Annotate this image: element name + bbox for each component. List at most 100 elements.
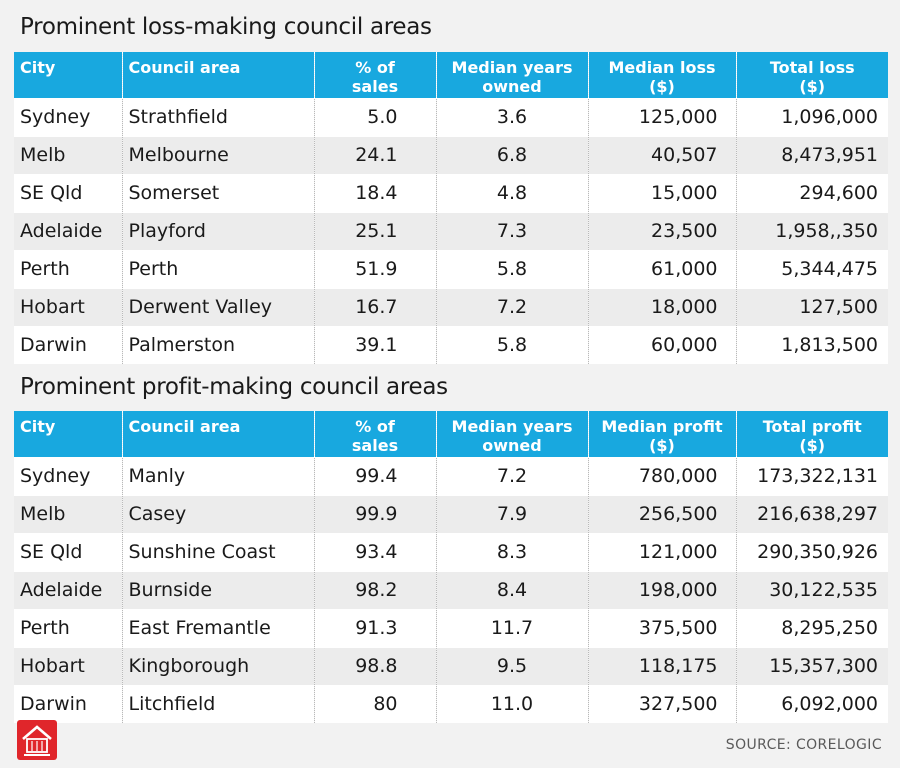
loss-cell-median-value: 125,000	[587, 98, 736, 136]
profit-cell-median-value: 121,000	[587, 533, 736, 571]
profit-cell-total-value: 173,322,131	[735, 457, 888, 495]
loss-cell-median-value: 15,000	[587, 174, 736, 212]
loss-cell-city: Perth	[20, 258, 70, 280]
loss-cell-median-value: 18,000	[587, 288, 736, 326]
loss-cell-median-value: 23,500	[587, 212, 736, 250]
loss-cell-median-years-owned: 3.6	[435, 98, 588, 136]
table-row: SE Qld Sunshine Coast 93.4 8.3 121,000 290,35…	[14, 533, 888, 571]
header-label-line2: ($)	[799, 77, 826, 96]
loss-cell-city: SE Qld	[20, 182, 83, 204]
profit-cell-median-value: 780,000	[587, 457, 736, 495]
header-label-line1: Median loss	[608, 58, 716, 77]
table-row: SE Qld Somerset 18.4 4.8 15,000 294,600	[14, 174, 888, 212]
loss-cell-city: Sydney	[20, 106, 91, 128]
header-label-line2: ($)	[799, 436, 826, 455]
table-row: Perth East Fremantle 91.3 11.7 375,500 8,295,…	[14, 609, 888, 647]
profit-cell-city: Hobart	[20, 655, 85, 677]
profit-cell-council-area: Burnside	[121, 571, 314, 609]
profit-cell-pct-of-sales: 80	[313, 685, 436, 723]
loss-cell-median-years-owned: 7.2	[435, 288, 588, 326]
profit-table-header: City Council area% of sales Median years own…	[14, 411, 888, 457]
header-label-line1: City	[20, 58, 56, 77]
loss-cell-total-value: 1,958,,350	[735, 212, 888, 250]
loss-cell-total-value: 5,344,475	[735, 250, 888, 288]
house-logo-icon	[17, 720, 57, 760]
profit-cell-total-value: 30,122,535	[735, 571, 888, 609]
profit-cell-median-years-owned: 8.3	[435, 533, 588, 571]
profit-cell-city: Sydney	[20, 465, 91, 487]
header-label-line2: owned	[482, 77, 542, 96]
profit-cell-council-area: Casey	[121, 495, 314, 533]
profit-cell-median-years-owned: 11.7	[435, 609, 588, 647]
loss-header-city: City	[14, 52, 122, 98]
table-row: Melb Melbourne 24.1 6.8 40,507 8,473,951	[14, 136, 888, 174]
profit-header-pct-of-sales: % of sales	[313, 411, 436, 457]
profit-cell-total-value: 8,295,250	[735, 609, 888, 647]
profit-cell-council-area: Sunshine Coast	[121, 533, 314, 571]
profit-cell-council-area: Kingborough	[121, 647, 314, 685]
loss-cell-council-area: Palmerston	[121, 326, 314, 364]
profit-header-row: City Council area% of sales Median years own…	[14, 411, 888, 457]
header-label-line1: Council area	[128, 417, 241, 436]
profit-cell-pct-of-sales: 93.4	[313, 533, 436, 571]
profit-cell-median-value: 375,500	[587, 609, 736, 647]
profit-cell-total-value: 290,350,926	[735, 533, 888, 571]
profit-cell-council-area: Manly	[121, 457, 314, 495]
loss-header-median-years-owned: Median years owned	[435, 52, 588, 98]
source-credit: SOURCE: CORELOGIC	[725, 737, 882, 753]
loss-cell-total-value: 8,473,951	[735, 136, 888, 174]
loss-cell-council-area: Perth	[121, 250, 314, 288]
profit-cell-median-years-owned: 11.0	[435, 685, 588, 723]
loss-table-body: Sydney Strathfield 5.0 3.6 125,000 1,096,000 M…	[14, 98, 888, 364]
header-label-line1: Total loss	[769, 58, 855, 77]
profit-cell-median-value: 256,500	[587, 495, 736, 533]
loss-cell-city: Hobart	[20, 296, 85, 318]
loss-cell-pct-of-sales: 16.7	[313, 288, 436, 326]
profit-cell-city: SE Qld	[20, 541, 83, 563]
profit-cell-pct-of-sales: 99.4	[313, 457, 436, 495]
loss-cell-median-years-owned: 6.8	[435, 136, 588, 174]
table-row: Darwin Litchfield 80 11.0 327,500 6,092,000	[14, 685, 888, 723]
header-label-line1: % of	[355, 58, 395, 77]
loss-cell-total-value: 1,096,000	[735, 98, 888, 136]
profit-cell-pct-of-sales: 99.9	[313, 495, 436, 533]
loss-table: City Council area% of sales Median years own…	[14, 52, 888, 364]
profit-cell-median-value: 118,175	[587, 647, 736, 685]
loss-cell-pct-of-sales: 39.1	[313, 326, 436, 364]
table-row: Hobart Derwent Valley 16.7 7.2 18,000 127,500	[14, 288, 888, 326]
loss-cell-median-years-owned: 4.8	[435, 174, 588, 212]
loss-cell-median-years-owned: 5.8	[435, 326, 588, 364]
profit-cell-median-years-owned: 9.5	[435, 647, 588, 685]
profit-table-body: Sydney Manly 99.4 7.2 780,000 173,322,131 Melb…	[14, 457, 888, 723]
table-row: Perth Perth 51.9 5.8 61,000 5,344,475	[14, 250, 888, 288]
loss-cell-pct-of-sales: 51.9	[313, 250, 436, 288]
table-row: Melb Casey 99.9 7.9 256,500 216,638,297	[14, 495, 888, 533]
loss-table-title: Prominent loss-making council areas	[20, 14, 432, 40]
loss-cell-pct-of-sales: 25.1	[313, 212, 436, 250]
profit-cell-median-value: 198,000	[587, 571, 736, 609]
profit-cell-city: Perth	[20, 617, 70, 639]
profit-cell-pct-of-sales: 91.3	[313, 609, 436, 647]
profit-header-total-value: Total profit ($)	[735, 411, 888, 457]
table-row: Darwin Palmerston 39.1 5.8 60,000 1,813,500	[14, 326, 888, 364]
header-label-line1: Median years	[451, 417, 573, 436]
loss-header-median-value: Median loss ($)	[587, 52, 736, 98]
header-label-line2: ($)	[649, 77, 675, 96]
profit-header-median-value: Median profit ($)	[587, 411, 736, 457]
header-label-line1: Council area	[128, 58, 241, 77]
profit-cell-pct-of-sales: 98.8	[313, 647, 436, 685]
loss-header-pct-of-sales: % of sales	[313, 52, 436, 98]
table-row: Hobart Kingborough 98.8 9.5 118,175 15,357,30…	[14, 647, 888, 685]
table-row: Adelaide Burnside 98.2 8.4 198,000 30,122,535	[14, 571, 888, 609]
loss-cell-council-area: Strathfield	[121, 98, 314, 136]
loss-cell-total-value: 294,600	[735, 174, 888, 212]
loss-cell-total-value: 127,500	[735, 288, 888, 326]
profit-cell-city: Melb	[20, 503, 66, 525]
header-label-line1: Median years	[451, 58, 573, 77]
loss-cell-council-area: Playford	[121, 212, 314, 250]
loss-cell-council-area: Somerset	[121, 174, 314, 212]
profit-header-median-years-owned: Median years owned	[435, 411, 588, 457]
header-label-line1: Median profit	[601, 417, 723, 436]
header-label-line2: sales	[351, 77, 399, 96]
loss-cell-city: Melb	[20, 144, 66, 166]
